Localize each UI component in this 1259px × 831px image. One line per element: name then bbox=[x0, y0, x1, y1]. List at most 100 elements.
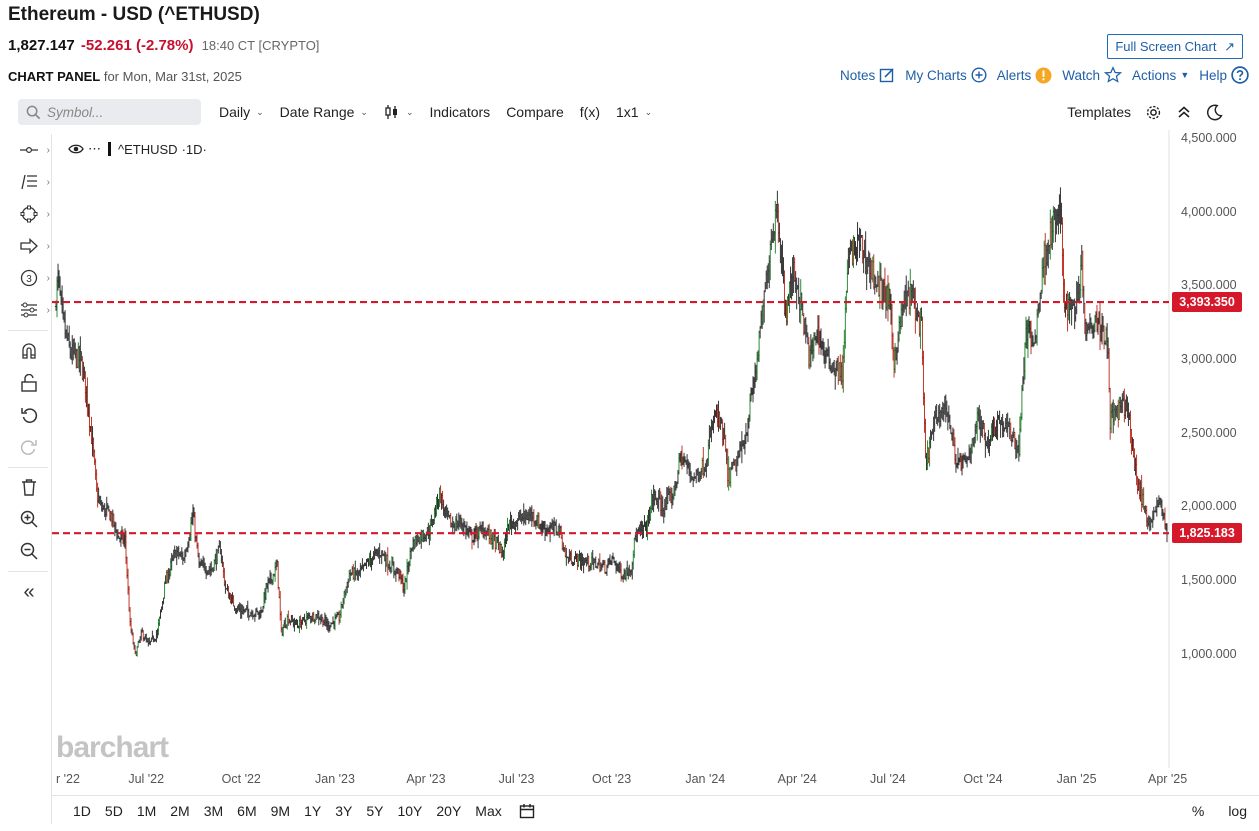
x-tick-label: Jul '22 bbox=[128, 772, 165, 786]
indicators-button[interactable]: Indicators bbox=[429, 104, 490, 120]
actions-label: Actions bbox=[1132, 67, 1177, 83]
range-button-6m[interactable]: 6M bbox=[237, 802, 257, 819]
actions-menu-button[interactable]: Actions ▼ bbox=[1132, 68, 1189, 83]
y-tick-label: 2,000.000 bbox=[1181, 499, 1237, 514]
range-button-3m[interactable]: 3M bbox=[203, 802, 224, 819]
function-label: f(x) bbox=[579, 104, 600, 120]
shape-tool-icon[interactable]: › bbox=[16, 202, 50, 226]
range-button-5y[interactable]: 5Y bbox=[366, 802, 384, 819]
range-selector-bar: 1D 5D 1M 2M 3M 6M 9M 1Y 3Y 5Y 10Y 20Y Max % log bbox=[52, 795, 1259, 825]
unlock-icon[interactable] bbox=[16, 371, 42, 395]
chevron-down-icon: ⌄ bbox=[360, 106, 368, 117]
range-button-2m[interactable]: 2M bbox=[170, 802, 190, 819]
price-change: -52.261 (-2.78%) bbox=[80, 37, 194, 54]
calendar-icon[interactable] bbox=[519, 803, 535, 819]
measure-tool-icon[interactable]: › bbox=[16, 298, 50, 322]
full-screen-chart-button[interactable]: Full Screen Chart ↗ bbox=[1107, 34, 1243, 59]
chart-toolbar: Symbol... Daily ⌄ Date Range ⌄ ⌄ Indicator… bbox=[10, 96, 1249, 128]
range-button-max[interactable]: Max bbox=[475, 802, 502, 819]
function-button[interactable]: f(x) bbox=[580, 104, 600, 120]
caret-down-icon: ▼ bbox=[1180, 70, 1190, 80]
line-tool-icon[interactable]: › bbox=[16, 138, 50, 162]
templates-button[interactable]: Templates bbox=[1067, 104, 1131, 120]
range-button-5d[interactable]: 5D bbox=[104, 802, 123, 819]
range-button-20y[interactable]: 20Y bbox=[436, 802, 462, 819]
my-charts-button[interactable]: My Charts bbox=[905, 67, 987, 83]
x-tick-label: Jan '24 bbox=[685, 772, 726, 786]
chart-legend: ⋯ ^ETHUSD ·1D· bbox=[68, 141, 207, 157]
y-tick-label: 3,500.000 bbox=[1181, 278, 1237, 293]
range-button-1y[interactable]: 1Y bbox=[304, 802, 322, 819]
notes-button[interactable]: Notes bbox=[840, 67, 895, 83]
zoom-in-icon[interactable] bbox=[16, 507, 42, 531]
alerts-button[interactable]: Alerts bbox=[997, 67, 1053, 84]
range-button-9m[interactable]: 9M bbox=[270, 802, 291, 819]
layout-dropdown[interactable]: 1x1 ⌄ bbox=[616, 104, 652, 120]
y-tick-label: 1,500.000 bbox=[1181, 573, 1237, 588]
x-tick-label: Oct '24 bbox=[963, 772, 1003, 786]
y-tick-label: 4,000.000 bbox=[1181, 204, 1237, 219]
ohlc-bar bbox=[633, 537, 636, 559]
range-button-3y[interactable]: 3Y bbox=[335, 802, 353, 819]
trash-icon[interactable] bbox=[16, 475, 42, 499]
indicators-label: Indicators bbox=[429, 104, 491, 120]
alert-warning-icon bbox=[1035, 67, 1052, 83]
dark-mode-moon-icon[interactable] bbox=[1206, 104, 1223, 121]
series-color-swatch bbox=[108, 142, 111, 156]
y-tick-label: 2,500.000 bbox=[1181, 425, 1237, 440]
help-label: Help bbox=[1199, 67, 1227, 83]
gear-icon[interactable] bbox=[1145, 104, 1162, 121]
log-scale-button[interactable]: log bbox=[1228, 803, 1247, 819]
range-button-10y[interactable]: 10Y bbox=[397, 802, 423, 819]
interval-dropdown[interactable]: Daily ⌄ bbox=[219, 104, 264, 120]
visibility-eye-icon[interactable] bbox=[68, 143, 84, 155]
search-icon bbox=[26, 105, 41, 119]
ohlc-bar bbox=[163, 581, 166, 599]
counter-tool-icon[interactable]: 3 › bbox=[16, 266, 50, 290]
range-button-1d[interactable]: 1D bbox=[73, 802, 91, 819]
y-tick-label: 4,500.000 bbox=[1181, 131, 1237, 145]
symbol-search-input[interactable]: Symbol... bbox=[18, 99, 201, 125]
my-charts-label: My Charts bbox=[905, 67, 967, 83]
chevron-right-icon: › bbox=[46, 240, 50, 252]
tool-divider bbox=[8, 571, 48, 572]
undo-icon[interactable] bbox=[16, 403, 42, 427]
price-chart[interactable] bbox=[52, 130, 1172, 768]
x-tick-label: Oct '23 bbox=[592, 772, 632, 786]
watch-label: Watch bbox=[1062, 67, 1101, 83]
collapse-up-icon[interactable] bbox=[1176, 104, 1192, 120]
x-tick-label: Jul '24 bbox=[870, 772, 906, 786]
help-button[interactable]: Help bbox=[1199, 66, 1249, 84]
chart-panel-label: CHART PANEL for Mon, Mar 31st, 2025 bbox=[8, 69, 242, 84]
price-summary: 1,827.147 -52.261 (-2.78%) 18:40 CT [CRY… bbox=[8, 37, 319, 54]
percent-scale-button[interactable]: % bbox=[1191, 803, 1205, 819]
x-tick-label: Apr '25 bbox=[1148, 772, 1188, 786]
watch-button[interactable]: Watch bbox=[1062, 66, 1123, 84]
price-level-tag: 1,825.183 bbox=[1172, 523, 1242, 544]
zoom-out-icon[interactable] bbox=[16, 539, 42, 563]
compare-button[interactable]: Compare bbox=[506, 104, 564, 120]
chart-actions: Notes My Charts Alerts Watch Actions ▼ H… bbox=[840, 66, 1249, 84]
tool-divider bbox=[8, 330, 48, 331]
more-options-icon[interactable]: ⋯ bbox=[88, 141, 101, 156]
compare-label: Compare bbox=[506, 104, 564, 120]
chart-type-dropdown[interactable]: ⌄ bbox=[384, 104, 413, 120]
legend-symbol: ^ETHUSD bbox=[118, 141, 178, 157]
x-tick-label: Jan '23 bbox=[315, 772, 355, 786]
arrow-tool-icon[interactable]: › bbox=[16, 234, 50, 258]
page-title: Ethereum - USD (^ETHUSD) bbox=[8, 4, 260, 25]
chevron-down-icon: ⌄ bbox=[256, 106, 264, 117]
chevron-right-icon: › bbox=[46, 208, 50, 220]
tool-divider bbox=[8, 467, 48, 468]
quote-time: 18:40 CT [CRYPTO] bbox=[201, 38, 320, 53]
range-button-1m[interactable]: 1M bbox=[136, 802, 157, 819]
last-price: 1,827.147 bbox=[8, 37, 75, 54]
date-range-dropdown[interactable]: Date Range ⌄ bbox=[280, 104, 368, 120]
panel-title: CHART PANEL bbox=[8, 69, 101, 84]
magnet-icon[interactable] bbox=[16, 339, 42, 363]
drawing-tools-sidebar: › › › › 3 › › « bbox=[0, 134, 52, 824]
collapse-left-icon[interactable]: « bbox=[23, 580, 35, 603]
support-resistance-lines bbox=[52, 300, 1169, 535]
scale-options: % log bbox=[1192, 796, 1247, 826]
fib-tool-icon[interactable]: › bbox=[16, 170, 50, 194]
